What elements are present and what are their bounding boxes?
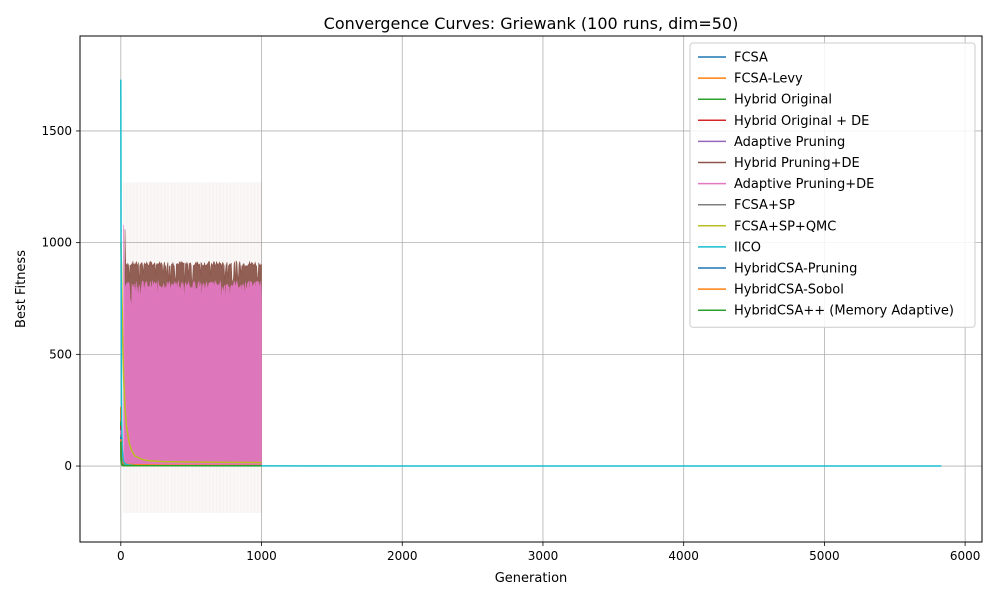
legend-label: FCSA-Levy <box>734 72 803 87</box>
legend-label: Adaptive Pruning+DE <box>734 177 874 192</box>
y-tick-label: 1500 <box>41 124 72 138</box>
x-axis-label: Generation <box>495 571 568 586</box>
y-tick-label: 1000 <box>41 236 72 250</box>
series-line-hybridcsa-memory-adaptive- <box>120 441 262 467</box>
x-tick-label: 0 <box>117 549 125 563</box>
x-tick-label: 2000 <box>387 549 418 563</box>
variance-bands <box>123 182 263 513</box>
x-tick-label: 4000 <box>668 549 699 563</box>
legend-label: Hybrid Original + DE <box>734 114 869 129</box>
legend-box <box>689 42 976 328</box>
chart-title: Convergence Curves: Griewank (100 runs, … <box>324 14 739 33</box>
legend-label: HybridCSA-Sobol <box>734 283 844 298</box>
axis-ticks: 0 1000 2000 3000 4000 5000 6000 0 500 1000 1500 <box>41 124 980 563</box>
y-axis-label: Best Fitness <box>14 250 29 328</box>
x-tick-label: 6000 <box>950 549 981 563</box>
legend-label: IICO <box>734 240 761 255</box>
legend-label: FCSA <box>734 51 768 66</box>
legend-label: HybridCSA-Pruning <box>734 262 857 277</box>
plot-frame <box>79 35 983 543</box>
x-tick-label: 3000 <box>528 549 559 563</box>
legend-label: Hybrid Original <box>734 93 832 108</box>
legend-label: HybridCSA++ (Memory Adaptive) <box>734 304 954 319</box>
x-tick-label: 1000 <box>246 549 277 563</box>
band-adaptive-pruning-de <box>123 224 262 467</box>
series-lines <box>120 79 942 467</box>
legend-label: Hybrid Pruning+DE <box>734 156 860 171</box>
y-tick-label: 500 <box>49 347 72 361</box>
legend: FCSA FCSA-Levy Hybrid Original Hybrid Origi… <box>689 42 976 328</box>
legend-label: FCSA+SP <box>734 198 795 213</box>
x-tick-label: 5000 <box>809 549 840 563</box>
y-tick-label: 0 <box>64 459 72 473</box>
legend-label: Adaptive Pruning <box>734 135 845 150</box>
series-line-fcsa-sp-qmc <box>120 242 262 464</box>
legend-label: FCSA+SP+QMC <box>734 219 836 234</box>
